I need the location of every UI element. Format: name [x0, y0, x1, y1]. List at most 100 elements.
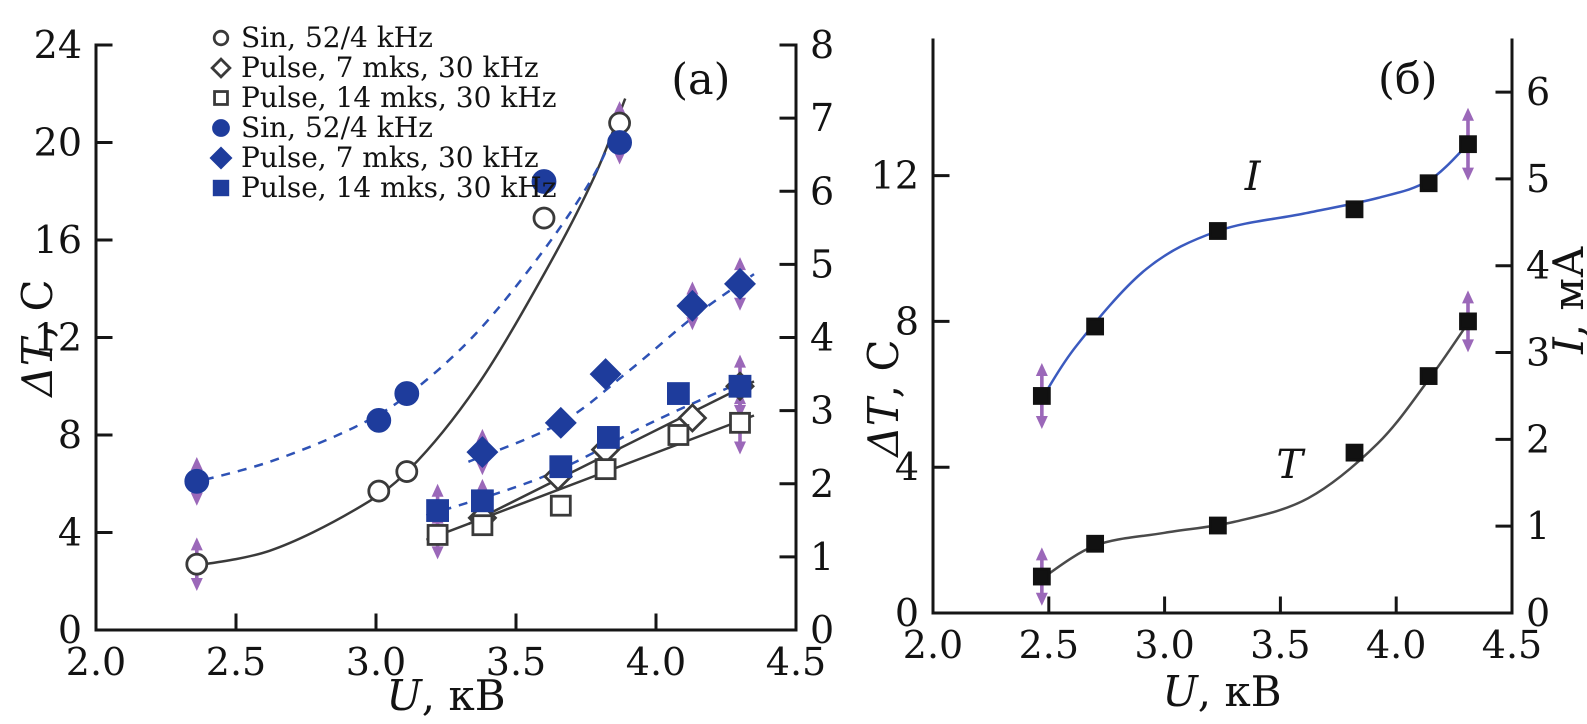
y-right-tick-label: 5: [1526, 157, 1550, 201]
curve-a-0: [188, 98, 627, 568]
y-left-tick-label: 20: [34, 121, 82, 165]
y-left-tick-label: 24: [34, 23, 82, 67]
y-right-tick-label: 4: [810, 316, 834, 360]
data-point-a-series-0: [608, 111, 631, 135]
error-bar-arrowhead-down: [190, 492, 203, 506]
data-point-a-series-4: [589, 358, 622, 391]
x-axis-title-unit-part: , кВ: [422, 671, 506, 720]
legend-item: Pulse, 14 mks, 30 kHz: [213, 81, 556, 114]
x-tick-label: 4.5: [766, 640, 826, 684]
error-bar-arrowhead-down: [1035, 415, 1048, 429]
data-point-a-series-0: [185, 552, 209, 576]
x-tick-label: 3.5: [486, 640, 546, 684]
y-axis-right-title-unit-part: , мА: [1544, 246, 1587, 337]
x-axis-title-italic-part: U: [1162, 667, 1199, 716]
data-point-a-series-2: [549, 494, 572, 517]
error-bar-arrowhead-down: [686, 317, 699, 331]
x-axis-title: U, кВ: [1162, 667, 1281, 716]
error-bar-arrowhead-up: [1035, 547, 1048, 561]
error-bar-arrowhead-up: [686, 281, 699, 295]
x-tick-label: 4.0: [1366, 623, 1426, 667]
y-right-tick-label: 0: [810, 608, 834, 652]
series-markers: [184, 111, 756, 576]
y-left-tick-label: 4: [58, 511, 82, 555]
y-axis-left-title-italic-part: ΔT: [13, 335, 62, 398]
curve-a-4: [467, 273, 755, 463]
y-right-tick-label: 3: [1526, 331, 1550, 375]
x-tick-label: 3.5: [1250, 623, 1310, 667]
data-point-б-series-0: [1086, 317, 1105, 336]
data-point-a-series-5: [470, 489, 494, 513]
data-point-a-series-0: [367, 479, 391, 503]
data-point-a-series-5: [549, 455, 573, 479]
legend-label: Sin, 52/4 kHz: [241, 111, 433, 144]
y-axis-left-title-unit-part: , C: [13, 279, 62, 338]
error-bar-arrowhead-up: [1035, 362, 1048, 376]
data-point-a-series-2: [426, 524, 449, 546]
x-tick-label: 2.0: [903, 623, 963, 667]
data-point-a-series-5: [597, 426, 620, 449]
error-bar-arrowhead-down: [476, 462, 489, 476]
y-right-tick-label: 6: [1526, 70, 1550, 114]
legend-item: Sin, 52/4 kHz: [212, 111, 433, 144]
y-right-tick-label: 2: [1526, 417, 1550, 461]
data-point-б-series-0: [1032, 387, 1051, 405]
data-point-a-series-2: [667, 424, 690, 446]
panel-letter-a: (a): [671, 55, 730, 105]
error-bar-arrowhead-up: [613, 101, 626, 115]
data-point-a-series-2: [729, 411, 751, 434]
x-axis-title-italic-part: U: [386, 671, 423, 720]
legend-label: Pulse, 7 mks, 30 kHz: [241, 51, 539, 84]
data-point-a-series-3: [366, 407, 392, 433]
y-left-tick-label: 8: [895, 299, 919, 343]
curve-б-0: [1038, 143, 1469, 404]
y-right-tick-label: 3: [810, 389, 834, 433]
panel-letter-б: (б): [1378, 55, 1437, 105]
error-bar-arrowhead-up: [190, 537, 203, 551]
series-curves: [1038, 143, 1470, 582]
y-right-tick-label: 1: [810, 535, 834, 579]
data-point-a-series-4: [544, 406, 577, 439]
error-bar-arrowhead-down: [613, 151, 626, 165]
x-tick-label: 2.5: [206, 640, 266, 684]
error-bar-arrowhead-up: [431, 483, 444, 497]
error-bar-arrowhead-down: [1461, 167, 1474, 181]
y-left-tick-label: 0: [58, 608, 82, 652]
y-left-tick-label: 12: [871, 154, 919, 198]
legend-marker-diamond-open: [210, 57, 232, 79]
y-left-tick-label: 0: [895, 591, 919, 635]
legend-marker-square-filled: [212, 179, 230, 197]
x-axis-title-unit-part: , кВ: [1198, 667, 1282, 716]
data-point-a-series-3: [531, 169, 557, 194]
data-point-a-series-0: [532, 206, 556, 230]
x-tick-label: 3.0: [346, 640, 406, 684]
y-right-tick-label: 5: [810, 242, 834, 286]
data-point-б-series-1: [1459, 312, 1477, 331]
data-point-a-series-2: [471, 514, 494, 537]
data-point-б-series-1: [1086, 534, 1105, 553]
data-point-б-series-1: [1032, 567, 1051, 586]
error-bar-arrowhead-up: [734, 257, 746, 271]
error-bar-arrowhead-down: [734, 297, 746, 311]
legend-marker-circle-open: [212, 29, 230, 47]
y-axis-right-title: I, мА: [1544, 246, 1587, 355]
data-point-a-series-3: [607, 130, 632, 155]
legend-item: Pulse, 14 mks, 30 kHz: [212, 171, 556, 204]
x-tick-label: 2.0: [66, 640, 126, 684]
data-point-a-series-0: [395, 460, 419, 483]
y-right-tick-label: 2: [810, 462, 834, 506]
y-right-tick-label: 1: [1526, 504, 1550, 548]
legend-item: Pulse, 7 mks, 30 kHz: [209, 141, 539, 174]
data-point-б-series-1: [1345, 443, 1364, 462]
legend-label: Pulse, 14 mks, 30 kHz: [241, 81, 556, 114]
legend-marker-circle-filled: [212, 119, 230, 137]
legend-item: Pulse, 7 mks, 30 kHz: [210, 51, 539, 84]
data-point-б-series-1: [1419, 367, 1438, 385]
x-tick-label: 4.5: [1482, 623, 1542, 667]
data-point-a-series-5: [667, 382, 690, 405]
x-tick-label: 2.5: [1019, 623, 1079, 667]
data-point-б-series-0: [1345, 200, 1364, 219]
